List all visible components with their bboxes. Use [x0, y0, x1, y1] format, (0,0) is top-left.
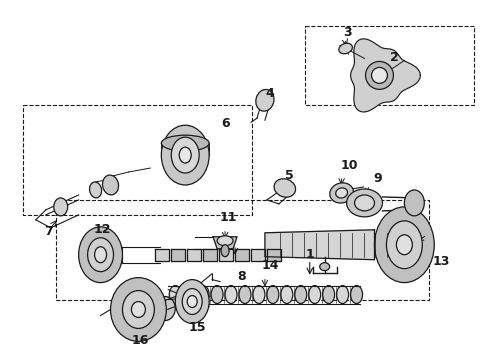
Ellipse shape — [309, 285, 321, 303]
Ellipse shape — [131, 302, 146, 318]
Ellipse shape — [355, 195, 374, 211]
Text: 1: 1 — [305, 248, 314, 261]
Ellipse shape — [239, 285, 251, 303]
Text: 15: 15 — [189, 321, 206, 334]
Polygon shape — [351, 39, 420, 112]
Polygon shape — [267, 249, 281, 261]
Ellipse shape — [211, 285, 223, 303]
Ellipse shape — [183, 285, 195, 303]
Ellipse shape — [366, 62, 393, 89]
Ellipse shape — [350, 285, 363, 303]
Ellipse shape — [78, 227, 122, 283]
Text: 10: 10 — [341, 158, 358, 172]
Ellipse shape — [102, 175, 119, 195]
Ellipse shape — [337, 285, 348, 303]
Ellipse shape — [281, 285, 293, 303]
Ellipse shape — [187, 296, 197, 307]
Ellipse shape — [371, 67, 388, 84]
Ellipse shape — [172, 137, 199, 173]
Ellipse shape — [387, 221, 422, 269]
Ellipse shape — [404, 190, 424, 216]
Text: 11: 11 — [220, 211, 237, 224]
Ellipse shape — [169, 285, 181, 303]
Ellipse shape — [155, 297, 175, 320]
Text: 13: 13 — [433, 255, 450, 268]
Text: 5: 5 — [286, 168, 294, 181]
Ellipse shape — [175, 280, 209, 323]
Text: 14: 14 — [261, 259, 279, 272]
Ellipse shape — [319, 263, 330, 271]
Ellipse shape — [179, 147, 191, 163]
Ellipse shape — [336, 188, 347, 198]
Polygon shape — [155, 249, 169, 261]
Ellipse shape — [330, 183, 353, 203]
Ellipse shape — [111, 278, 166, 341]
Ellipse shape — [182, 289, 202, 315]
Ellipse shape — [221, 245, 229, 257]
Ellipse shape — [197, 285, 209, 303]
Text: 7: 7 — [45, 225, 53, 238]
Text: 16: 16 — [132, 334, 149, 347]
Text: 8: 8 — [238, 270, 246, 283]
Ellipse shape — [88, 238, 114, 272]
Text: 3: 3 — [343, 26, 352, 39]
Ellipse shape — [161, 125, 209, 185]
Ellipse shape — [161, 135, 209, 151]
Ellipse shape — [225, 285, 237, 303]
Polygon shape — [265, 230, 374, 260]
Polygon shape — [219, 249, 233, 261]
Ellipse shape — [323, 285, 335, 303]
Ellipse shape — [95, 247, 106, 263]
Text: 6: 6 — [221, 117, 229, 130]
Ellipse shape — [54, 198, 68, 216]
Ellipse shape — [267, 285, 279, 303]
Ellipse shape — [396, 235, 413, 255]
Ellipse shape — [339, 43, 352, 54]
Polygon shape — [235, 249, 249, 261]
Polygon shape — [203, 249, 217, 261]
Ellipse shape — [274, 179, 295, 197]
Text: 9: 9 — [373, 171, 382, 185]
Ellipse shape — [256, 90, 274, 111]
Ellipse shape — [90, 182, 101, 198]
Text: 12: 12 — [94, 223, 111, 236]
Polygon shape — [172, 249, 185, 261]
Ellipse shape — [253, 285, 265, 303]
Ellipse shape — [295, 285, 307, 303]
Text: 2: 2 — [390, 51, 399, 64]
Text: 4: 4 — [266, 87, 274, 100]
Polygon shape — [251, 249, 265, 261]
Ellipse shape — [122, 291, 154, 328]
Ellipse shape — [217, 236, 233, 246]
Ellipse shape — [374, 207, 434, 283]
Polygon shape — [213, 237, 237, 249]
Ellipse shape — [346, 189, 383, 217]
Polygon shape — [187, 249, 201, 261]
